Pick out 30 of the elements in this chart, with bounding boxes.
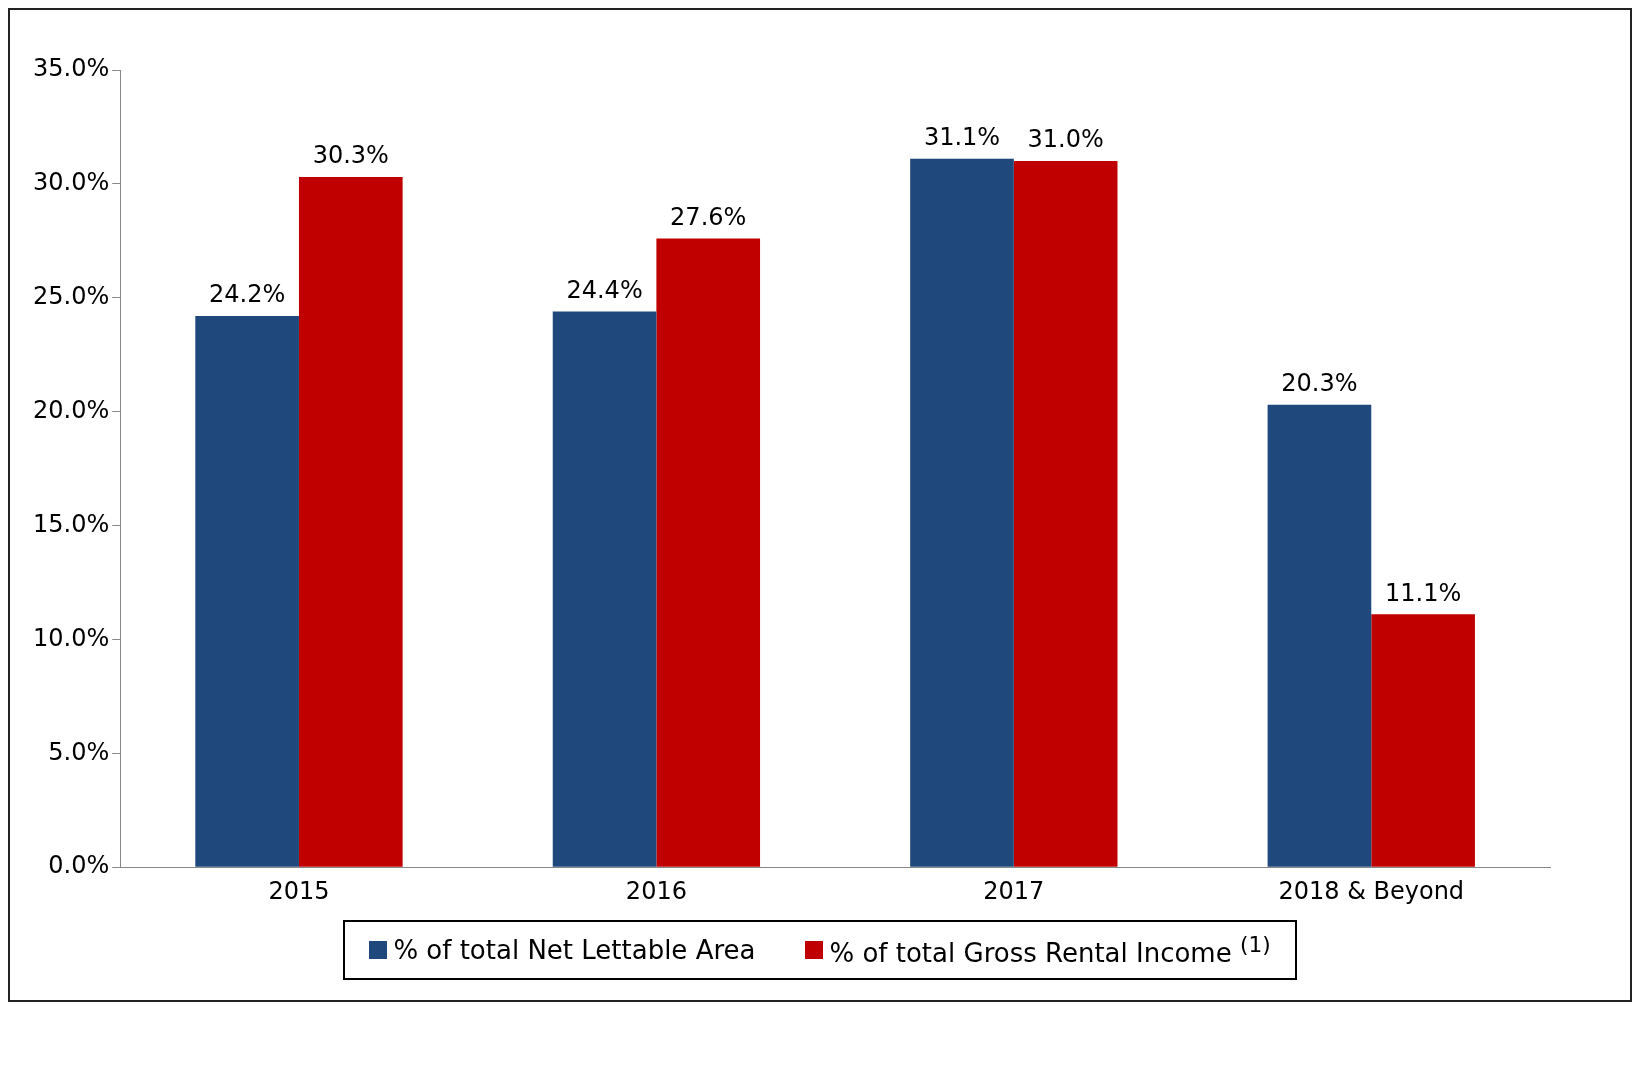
bar <box>552 311 657 867</box>
y-tick-label: 25.0% <box>32 282 110 311</box>
y-tick-label: 5.0% <box>48 737 110 766</box>
data-label: 20.3% <box>1281 369 1358 398</box>
bar <box>1371 614 1475 867</box>
x-tick-label: 2016 <box>625 876 687 905</box>
legend-label: % of total Gross Rental Income $^{(1)}$ <box>829 932 1271 968</box>
y-tick-label: 0.0% <box>48 851 110 880</box>
data-label: 31.1% <box>923 123 1001 152</box>
data-label: 24.2% <box>209 280 286 309</box>
bar <box>656 238 761 867</box>
bar <box>195 315 299 867</box>
y-tick-label: 35.0% <box>32 54 110 83</box>
legend-label: % of total Net Lettable Area <box>393 934 756 965</box>
data-label: 27.6% <box>670 202 747 231</box>
x-tick-label: 2018 & Beyond <box>1278 876 1465 905</box>
y-tick-label: 20.0% <box>32 395 110 424</box>
bar <box>1267 404 1372 867</box>
bar <box>910 158 1014 867</box>
bar <box>298 177 403 867</box>
data-label: 24.4% <box>566 275 643 304</box>
y-tick-label: 30.0% <box>32 168 110 197</box>
y-tick-label: 10.0% <box>32 623 110 652</box>
x-tick-label: 2017 <box>983 876 1045 905</box>
y-tick-label: 15.0% <box>32 509 110 538</box>
data-label: 11.1% <box>1384 578 1462 607</box>
data-label: 31.0% <box>1027 125 1104 154</box>
bar <box>1013 161 1118 867</box>
x-tick-label: 2015 <box>268 876 330 905</box>
data-label: 30.3% <box>312 141 389 170</box>
